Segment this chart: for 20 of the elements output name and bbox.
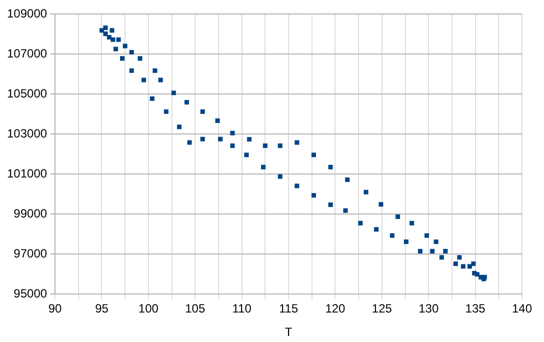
x-tick-label: 110 <box>232 302 252 316</box>
y-tick-label: 97000 <box>14 246 48 260</box>
x-tick-label: 100 <box>138 302 159 316</box>
x-tick-label: 95 <box>95 302 109 316</box>
y-tick-label: 99000 <box>14 206 48 220</box>
y-tick-label: 105000 <box>6 86 48 100</box>
y-tick-label: 95000 <box>14 286 48 301</box>
x-axis-title: T <box>284 325 293 340</box>
x-tick-label: 115 <box>278 302 298 316</box>
x-tick-label: 130 <box>418 302 439 316</box>
x-tick-label: 105 <box>185 302 206 316</box>
y-tick-label: 101000 <box>6 166 48 180</box>
x-tick-label: 120 <box>325 302 346 316</box>
x-tick-label: 140 <box>512 302 532 316</box>
y-tick-label: 107000 <box>6 46 48 60</box>
x-tick-label: 135 <box>465 302 486 316</box>
y-tick-label: 109000 <box>6 6 48 20</box>
y-tick-label: 103000 <box>6 126 48 140</box>
x-tick-label: 125 <box>372 302 392 316</box>
x-tick-label: 90 <box>48 302 62 316</box>
